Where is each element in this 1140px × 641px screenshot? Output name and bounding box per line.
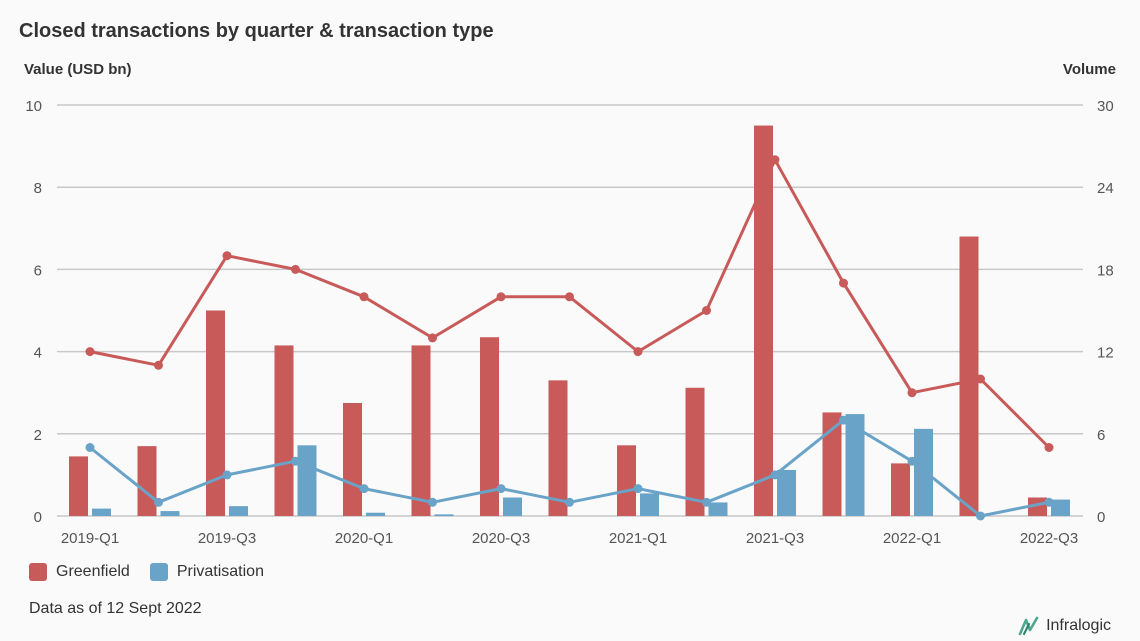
y-tick-label-left: 0	[34, 509, 42, 526]
x-tick-label: 2022-Q1	[883, 530, 941, 547]
y-tick-label-left: 8	[34, 180, 42, 197]
bar-greenfield	[206, 310, 225, 516]
bar-privatisation	[92, 508, 111, 516]
brand[interactable]: Infralogic	[1018, 616, 1111, 636]
legend-swatch-greenfield	[29, 563, 47, 581]
y-tick-label-right: 12	[1097, 345, 1114, 362]
point-privatisation-volume	[907, 456, 917, 466]
y-tick-label-right: 0	[1097, 509, 1105, 526]
point-privatisation-volume	[85, 443, 95, 452]
y-tick-label-right: 6	[1097, 427, 1105, 444]
point-privatisation-volume	[702, 497, 711, 507]
point-greenfield-volume	[222, 251, 232, 261]
bar-greenfield	[617, 445, 636, 516]
point-privatisation-volume	[428, 497, 437, 507]
point-privatisation-volume	[976, 511, 985, 521]
point-privatisation-volume	[633, 484, 643, 494]
line-greenfield-volume	[89, 158, 1051, 449]
y-axis-right-label: Volume	[1062, 61, 1116, 78]
x-tick-label: 2022-Q3	[1020, 530, 1078, 547]
chart-title: Closed transactions by quarter & transac…	[19, 20, 494, 42]
bar-privatisation	[503, 497, 522, 516]
point-greenfield-volume	[154, 360, 163, 370]
point-greenfield-volume	[428, 333, 437, 343]
bar-privatisation	[708, 502, 728, 516]
bar-greenfield	[548, 380, 568, 516]
data-date-note: Data as of 12 Sept 2022	[29, 600, 202, 617]
point-greenfield-volume	[976, 374, 985, 384]
bar-privatisation	[366, 512, 385, 516]
y-tick-label-right: 30	[1097, 98, 1114, 115]
bar-privatisation	[297, 445, 317, 516]
bar-greenfield	[480, 337, 499, 516]
bar-greenfield	[274, 345, 294, 516]
point-greenfield-volume	[702, 306, 711, 315]
chart-canvas: 0 0 2 6 4 12 6 18 8 24 10 30 2019-Q1 2019-Q3 2020-Q1 20…	[25, 98, 1114, 547]
bar-greenfield	[891, 463, 910, 516]
point-privatisation-volume	[565, 497, 574, 507]
point-greenfield-volume	[633, 347, 643, 357]
x-tick-label: 2019-Q1	[61, 530, 119, 547]
legend-label-greenfield: Greenfield	[56, 563, 130, 580]
point-greenfield-volume	[359, 292, 369, 302]
y-tick-label-left: 4	[34, 345, 42, 362]
legend-label-privatisation: Privatisation	[176, 563, 264, 580]
point-greenfield-volume	[770, 155, 780, 165]
bar-privatisation	[845, 414, 865, 516]
bar-privatisation	[229, 506, 248, 516]
point-privatisation-volume	[291, 456, 300, 466]
bar-privatisation	[640, 493, 659, 516]
point-privatisation-volume	[496, 484, 506, 494]
y-tick-label-left: 2	[34, 427, 42, 444]
point-privatisation-volume	[839, 415, 848, 425]
bar-privatisation	[160, 511, 180, 516]
infralogic-logo-icon	[1018, 616, 1039, 636]
bar-greenfield	[137, 446, 157, 516]
y-tick-label-right: 24	[1097, 180, 1114, 197]
bar-greenfield	[411, 345, 431, 516]
bar-greenfield	[959, 236, 979, 516]
x-tick-label: 2021-Q1	[609, 530, 667, 547]
legend-swatch-privatisation	[149, 563, 168, 581]
legend: Greenfield Privatisation	[29, 563, 284, 581]
point-greenfield-volume	[839, 278, 848, 288]
y-tick-label-right: 18	[1097, 262, 1114, 279]
point-privatisation-volume	[154, 497, 163, 507]
bar-greenfield	[69, 456, 88, 516]
brand-name: Infralogic	[1046, 617, 1111, 634]
x-tick-label: 2020-Q1	[335, 530, 393, 547]
point-greenfield-volume	[1044, 443, 1054, 452]
bar-greenfield	[822, 412, 842, 516]
bar-greenfield	[343, 402, 362, 516]
bar-greenfield	[754, 125, 773, 517]
bar-privatisation	[434, 514, 454, 516]
point-greenfield-volume	[496, 292, 506, 302]
point-privatisation-volume	[222, 470, 232, 480]
legend-item-greenfield[interactable]: Greenfield	[29, 563, 130, 581]
y-axis-left-label: Value (USD bn)	[24, 61, 132, 78]
y-tick-label-left: 6	[34, 262, 42, 279]
y-tick-label-left: 10	[25, 98, 42, 115]
point-greenfield-volume	[565, 292, 574, 302]
point-privatisation-volume	[770, 470, 780, 480]
x-tick-label: 2019-Q3	[198, 530, 256, 547]
x-tick-label: 2021-Q3	[746, 530, 804, 547]
bar-privatisation	[914, 428, 933, 516]
point-greenfield-volume	[907, 388, 917, 398]
bar-privatisation	[1051, 499, 1070, 516]
x-tick-label: 2020-Q3	[472, 530, 530, 547]
point-greenfield-volume	[291, 264, 300, 274]
point-greenfield-volume	[85, 347, 95, 357]
legend-item-privatisation[interactable]: Privatisation	[149, 563, 264, 581]
point-privatisation-volume	[359, 484, 369, 494]
bar-greenfield	[685, 387, 705, 516]
bar-privatisation	[777, 469, 796, 516]
point-privatisation-volume	[1044, 497, 1054, 507]
